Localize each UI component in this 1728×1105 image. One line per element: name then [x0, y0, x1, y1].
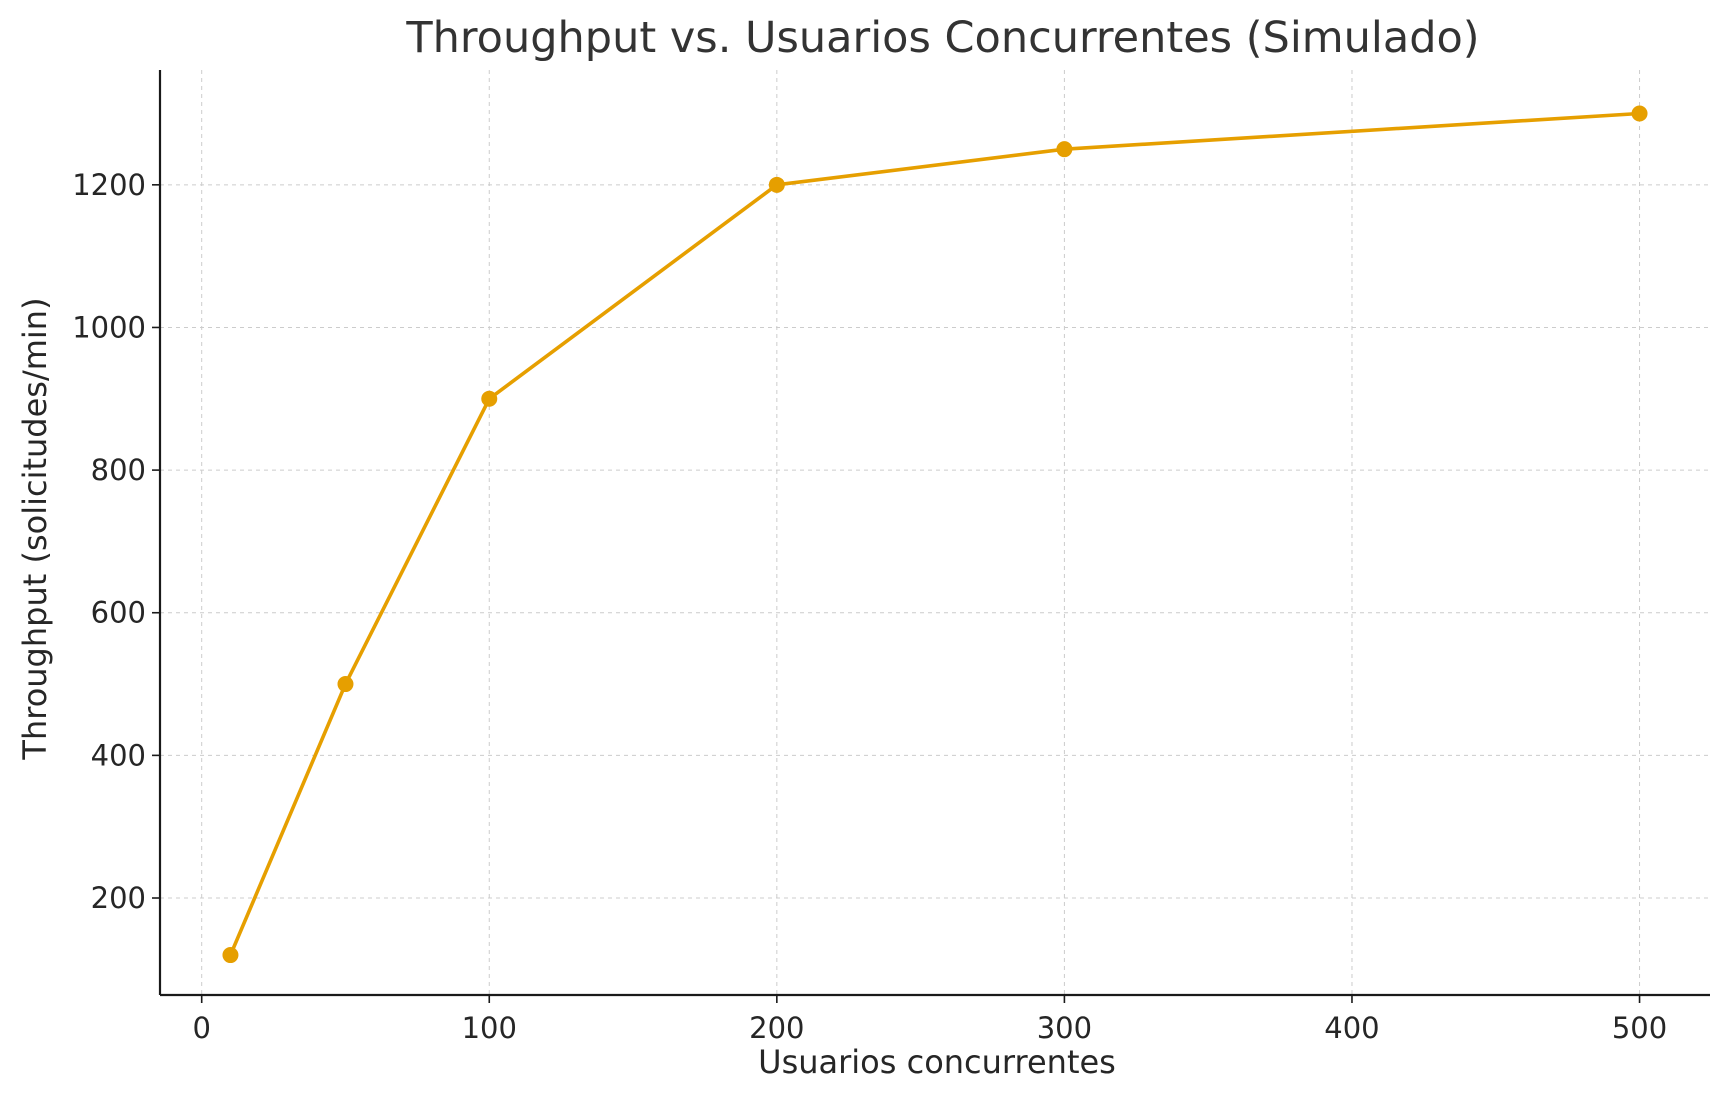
y-axis-label: Throughput (solicitudes/min) — [16, 297, 54, 760]
x-tick-label: 100 — [462, 1011, 517, 1045]
data-point — [337, 676, 354, 693]
ticks: 0 100 200 300 400 500 200 400 600 800 1000 1200 — [72, 168, 1667, 1045]
x-tick-label: 200 — [749, 1011, 804, 1045]
y-tick-label: 1200 — [72, 168, 146, 202]
axes — [158, 70, 1710, 997]
y-tick-label: 200 — [91, 881, 146, 915]
x-tick-label: 400 — [1324, 1011, 1379, 1045]
grid — [160, 70, 1710, 995]
series — [222, 105, 1648, 964]
y-tick-label: 1000 — [72, 310, 146, 344]
data-point — [222, 947, 239, 964]
data-point — [481, 390, 498, 407]
y-tick-label: 800 — [91, 453, 146, 487]
y-tick-label: 400 — [91, 738, 146, 772]
x-tick-label: 500 — [1612, 1011, 1667, 1045]
x-tick-label: 0 — [192, 1011, 210, 1045]
x-axis-label: Usuarios concurrentes — [758, 1043, 1116, 1081]
y-tick-label: 600 — [91, 596, 146, 630]
data-point — [1056, 141, 1073, 158]
chart-title: Throughput vs. Usuarios Concurrentes (Si… — [405, 13, 1479, 63]
data-point — [768, 176, 785, 193]
data-point — [1631, 105, 1648, 122]
x-tick-label: 300 — [1037, 1011, 1092, 1045]
series-line — [228, 111, 1642, 957]
